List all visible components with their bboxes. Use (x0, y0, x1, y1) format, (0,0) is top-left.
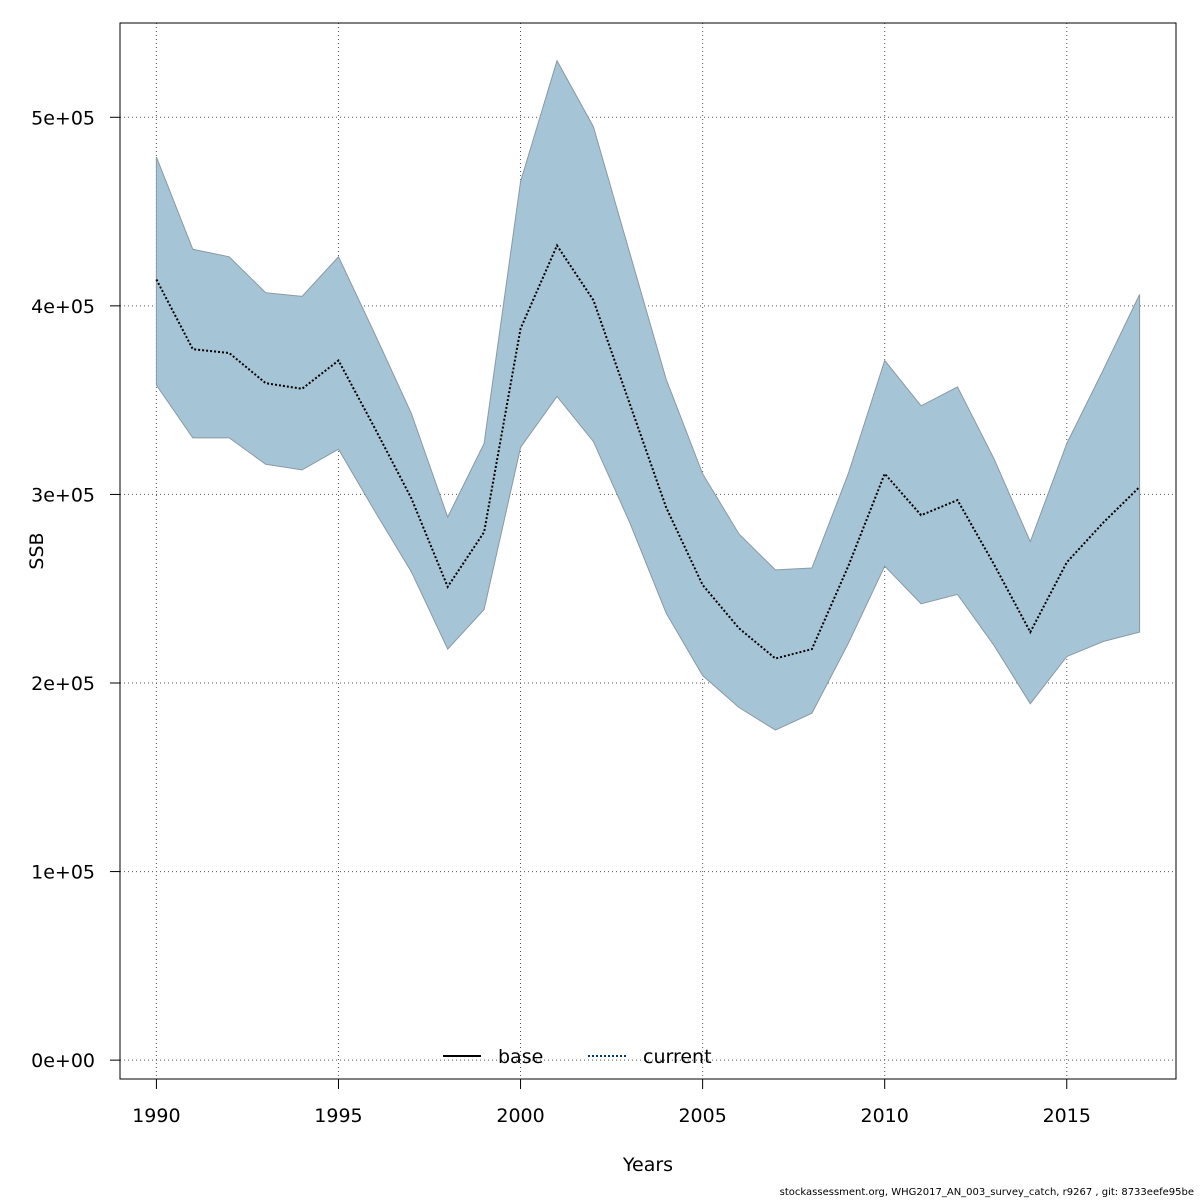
legend-label-current: current (643, 1046, 712, 1068)
y-axis: 0e+00 1e+05 2e+05 3e+05 4e+05 5e+05 (31, 107, 121, 1072)
confidence-band-area (155, 59, 1141, 731)
y-tick-label: 4e+05 (31, 296, 95, 318)
y-axis-title: SSB (26, 532, 48, 569)
y-tick-label: 2e+05 (31, 673, 95, 695)
x-tick-label: 1995 (314, 1105, 362, 1127)
y-tick-label: 0e+00 (31, 1050, 95, 1072)
legend: base current (443, 1046, 712, 1068)
y-tick-label: 1e+05 (31, 862, 95, 884)
x-tick-label: 1990 (132, 1105, 180, 1127)
legend-label-base: base (498, 1046, 543, 1068)
y-tick-label: 5e+05 (31, 107, 95, 129)
x-axis: 1990 1995 2000 2005 2010 2015 (132, 1078, 1091, 1127)
x-tick-label: 2010 (861, 1105, 909, 1127)
footer-credit: stockassessment.org, WHG2017_AN_003_surv… (779, 1187, 1194, 1198)
x-tick-label: 2015 (1043, 1105, 1091, 1127)
x-axis-title: Years (622, 1154, 673, 1176)
x-tick-label: 2005 (678, 1105, 726, 1127)
x-tick-label: 2000 (496, 1105, 544, 1127)
y-tick-label: 3e+05 (31, 484, 95, 506)
confidence-band (155, 59, 1141, 731)
